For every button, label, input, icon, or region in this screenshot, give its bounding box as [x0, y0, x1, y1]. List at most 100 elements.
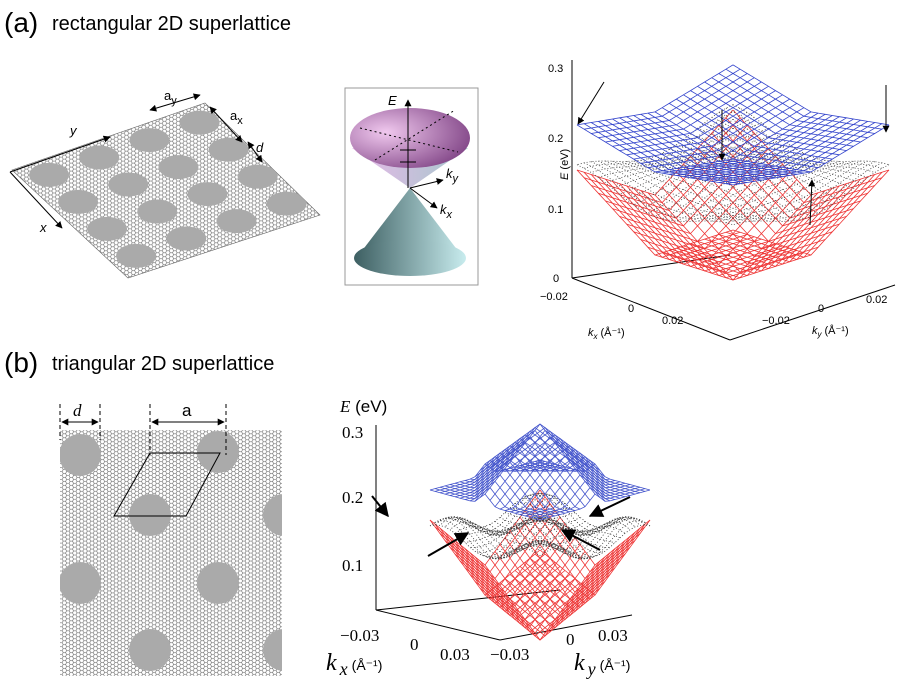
tick-label: 0.02 [662, 315, 683, 327]
hole [166, 227, 206, 251]
hole [263, 494, 305, 536]
panel-label: (a) [4, 7, 38, 38]
hole [267, 192, 307, 216]
label-sub: y [817, 330, 823, 339]
label-unit: (eV) [559, 149, 571, 170]
mesh-line [655, 195, 811, 280]
cone-label: E [388, 93, 397, 108]
lattice-label: d [73, 401, 82, 420]
tick-label: 0.3 [548, 63, 563, 75]
tick-label: 0.03 [440, 645, 470, 664]
label-sub: y [171, 95, 177, 107]
axis-label: x [39, 220, 47, 235]
mesh-line [655, 195, 811, 280]
label-unit: (Å⁻¹) [600, 657, 631, 673]
hole [216, 209, 256, 233]
label-main: k [326, 650, 337, 676]
hole [187, 182, 227, 206]
axis-label: E (eV) [559, 149, 571, 180]
label-unit: (Å⁻¹) [352, 657, 383, 673]
hole [238, 165, 278, 189]
tick-label: 0.2 [342, 488, 363, 507]
axis-label: kx(Å⁻¹) [588, 326, 625, 341]
panel-title: triangular 2D superlattice [52, 353, 274, 375]
mesh-line [655, 156, 811, 216]
arrow [578, 82, 604, 124]
mesh-line [535, 521, 645, 559]
hole [129, 629, 171, 671]
tick-label: 0 [566, 630, 575, 649]
tick-label: 0.2 [548, 133, 563, 145]
label-sub: x [237, 115, 243, 127]
mesh-line [577, 65, 733, 125]
label-sub: x [446, 209, 453, 221]
mesh-line [435, 521, 545, 559]
hole [129, 494, 171, 536]
lattice-label: a [182, 401, 192, 420]
tick-label: −0.02 [540, 291, 568, 303]
tick-label: 0 [410, 635, 419, 654]
hole [29, 163, 69, 187]
axis-label: ky(Å⁻¹) [812, 324, 849, 339]
label-main: E [339, 397, 351, 416]
hole [59, 562, 101, 604]
band-plot-a: 0.3 0.2 0.1 0 E (eV) −0.02 0 0.02 −0.02 … [540, 60, 895, 341]
hole [197, 431, 239, 473]
panel-title: rectangular 2D superlattice [52, 13, 291, 35]
lattice-a: ay ax d y x [10, 88, 320, 278]
mesh-line [485, 565, 595, 640]
hole [58, 190, 98, 214]
label-main: E [559, 172, 571, 180]
label-unit: (eV) [355, 397, 387, 416]
hole [59, 434, 101, 476]
hole [158, 155, 198, 179]
tick-label: 0 [818, 303, 824, 315]
mesh-line [733, 65, 889, 125]
axis-label: kx(Å⁻¹) [326, 650, 382, 679]
mesh-line [495, 557, 605, 632]
label-sub: x [339, 659, 348, 679]
lattice-label: ay [164, 88, 177, 107]
mesh-line [655, 156, 811, 216]
hole [108, 173, 148, 197]
mesh-line [480, 558, 590, 633]
hole [209, 138, 249, 162]
hole [197, 562, 239, 604]
lattice-label: d [256, 140, 264, 155]
label-unit: (Å⁻¹) [601, 326, 625, 339]
mesh-line [480, 561, 590, 636]
tick-label: 0 [553, 273, 559, 285]
label-main: k [574, 650, 585, 676]
label-sub: x [593, 332, 599, 341]
hole [116, 244, 156, 268]
tick-label: 0.1 [548, 204, 563, 216]
tick-label: −0.03 [340, 626, 379, 645]
mesh-line [455, 519, 565, 550]
axis-label: y [69, 123, 78, 138]
label-sub: y [586, 659, 596, 679]
figure: (a) rectangular 2D superlattice (b) tria… [0, 0, 899, 681]
hole [180, 111, 220, 135]
band-plot-b: 0.3 0.2 0.1 E (eV) −0.03 0 0.03 −0.03 0 … [326, 397, 650, 679]
mesh-line [485, 565, 595, 640]
tick-label: 0.02 [866, 294, 887, 306]
hole [129, 128, 169, 152]
lattice-label: ax [230, 108, 243, 127]
arrow [372, 496, 388, 516]
mesh-line [490, 517, 600, 557]
mesh-line [475, 557, 585, 632]
label-unit: (Å⁻¹) [825, 324, 849, 337]
arrow [590, 497, 630, 516]
hole [87, 217, 127, 241]
tick-label: 0.03 [598, 626, 628, 645]
tick-label: 0.1 [342, 556, 363, 575]
dirac-cone: E ky kx [345, 88, 478, 285]
hole [263, 629, 305, 671]
tick-label: 0 [628, 303, 634, 315]
panel-label: (b) [4, 347, 38, 378]
lattice-b: d a [59, 401, 305, 676]
axis-label: E (eV) [339, 397, 387, 416]
tick-label: 0.3 [342, 423, 363, 442]
hole [137, 200, 177, 224]
